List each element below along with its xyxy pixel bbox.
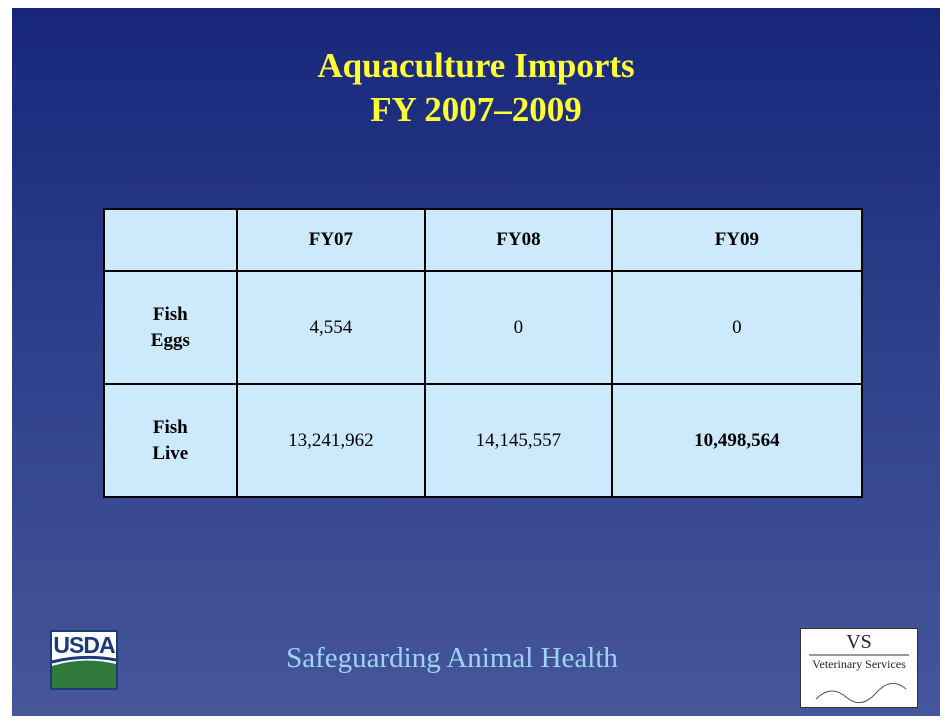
vs-logo: VS Veterinary Services	[800, 628, 918, 708]
title-line: FY 2007–2009	[370, 90, 582, 129]
slide-title: Aquaculture Imports FY 2007–2009	[12, 44, 940, 132]
table-cell: 14,145,557	[424, 383, 613, 498]
column-header: FY08	[424, 208, 613, 272]
row-header: Fish Eggs	[103, 270, 238, 385]
logo-text: USDA	[53, 632, 115, 658]
title-line: Aquaculture Imports	[317, 46, 635, 85]
table-cell: 10,498,564	[610, 383, 864, 498]
table-cell: 0	[424, 270, 613, 385]
slide: Aquaculture Imports FY 2007–2009 FY07 FY0…	[12, 8, 940, 716]
row-header: Fish Live	[103, 383, 238, 498]
column-header: FY09	[610, 208, 864, 272]
column-header: FY07	[235, 208, 427, 272]
row-label: Fish Eggs	[150, 303, 190, 351]
corner-cell	[103, 208, 238, 272]
table-cell: 0	[610, 270, 864, 385]
table-row: Fish Eggs 4,554 0 0	[103, 270, 864, 385]
logo-caption: Veterinary Services	[812, 657, 906, 671]
data-table: FY07 FY08 FY09 Fish Eggs 4,554 0 0 Fish Live 13,…	[103, 208, 864, 498]
table-cell: 4,554	[235, 270, 427, 385]
table-row: Fish Live 13,241,962 14,145,557 10,498,564	[103, 383, 864, 498]
header-row: FY07 FY08 FY09	[103, 208, 864, 272]
usda-logo: USDA	[50, 630, 118, 690]
logo-graphic	[50, 630, 118, 690]
table-cell: 13,241,962	[235, 383, 427, 498]
logo-text: VS	[846, 631, 872, 653]
row-label: Fish Live	[152, 416, 189, 464]
footer-slogan: Safeguarding Animal Health	[286, 642, 618, 674]
logo-graphic	[809, 654, 909, 704]
